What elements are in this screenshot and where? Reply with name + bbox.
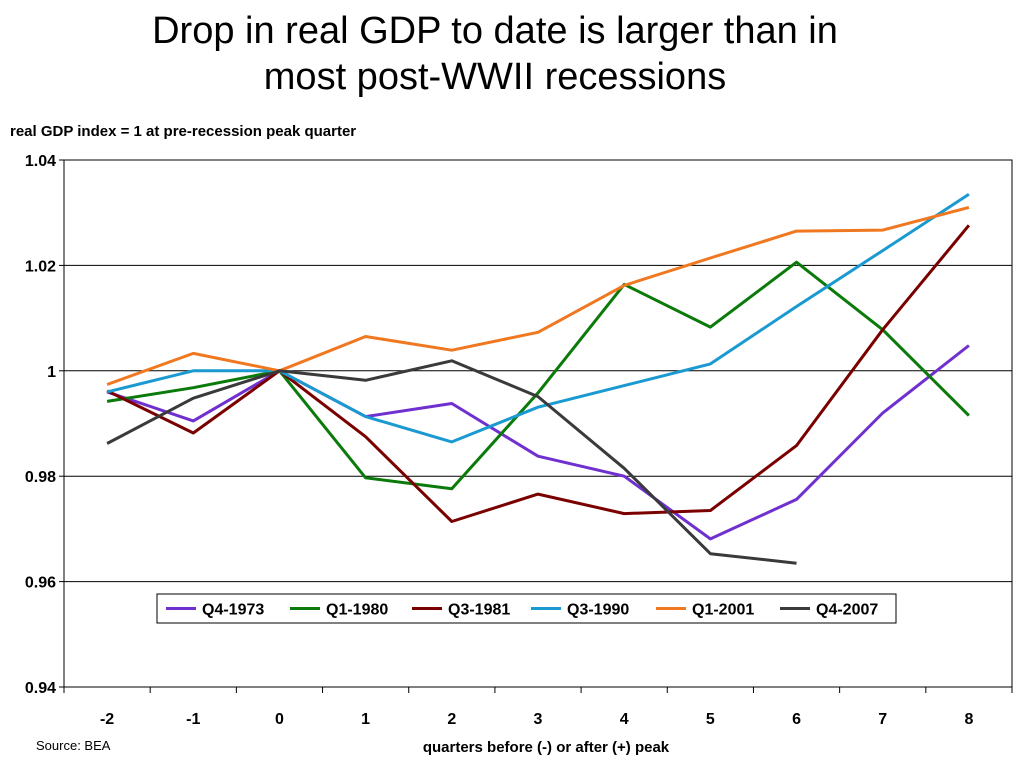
x-tick-label: 8 <box>964 711 973 728</box>
legend-box <box>156 593 897 624</box>
x-axis-label: quarters before (-) or after (+) peak <box>423 739 670 756</box>
chart-title: Drop in real GDP to date is larger than … <box>0 8 990 100</box>
x-tick-label: 2 <box>447 711 456 728</box>
x-tick-label: 4 <box>620 711 629 728</box>
y-tick-label: 1.02 <box>25 258 56 275</box>
legend-label: Q4-1973 <box>202 602 264 619</box>
y-tick-label: 1 <box>47 364 56 381</box>
chart-title-line-1: Drop in real GDP to date is larger than … <box>152 10 838 52</box>
x-tick-label: 0 <box>275 711 284 728</box>
series-line-q4-2007 <box>106 359 797 565</box>
x-tick-label: 3 <box>534 711 543 728</box>
y-axis-label: real GDP index = 1 at pre-recession peak… <box>10 123 357 140</box>
series-line-q1-1980 <box>106 260 970 491</box>
legend-label: Q1-2001 <box>692 602 754 619</box>
series-line-q1-2001 <box>106 205 970 386</box>
legend-label: Q4-2007 <box>816 602 878 619</box>
y-tick-label: 0.98 <box>25 469 56 486</box>
legend: Q4-1973 Q1-1980 Q3-1981 Q3-1990 Q1-2001 Q4-20… <box>156 593 897 624</box>
x-tick-label: -1 <box>186 711 200 728</box>
series-line-q4-1973 <box>106 344 970 541</box>
x-tick-label: 6 <box>792 711 801 728</box>
source-note: Source: BEA <box>36 738 111 753</box>
x-tick-label: 7 <box>878 711 887 728</box>
y-tick-label: 1.04 <box>25 153 56 170</box>
x-tick-label: 5 <box>706 711 715 728</box>
x-tick-label: 1 <box>361 711 370 728</box>
y-tick-label: 0.96 <box>25 575 56 592</box>
x-tick-label: -2 <box>100 711 114 728</box>
legend-label: Q1-1980 <box>326 602 388 619</box>
legend-label: Q3-1981 <box>448 602 510 619</box>
y-tick-label: 0.94 <box>25 680 56 697</box>
series-line-q3-1981 <box>106 224 971 523</box>
legend-label: Q3-1990 <box>567 602 629 619</box>
series-line-q3-1990 <box>106 193 970 444</box>
chart-title-line-2: most post-WWII recessions <box>263 56 727 98</box>
